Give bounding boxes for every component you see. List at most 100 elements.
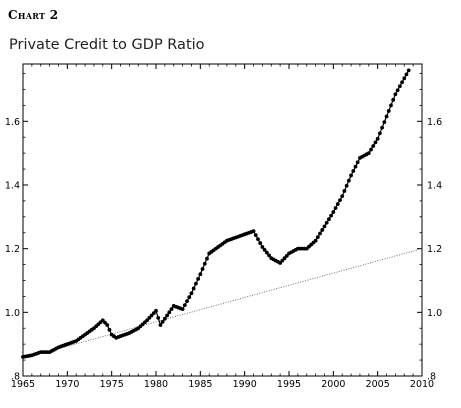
data-point	[196, 276, 201, 281]
data-point	[353, 164, 358, 169]
data-point	[282, 256, 287, 261]
data-point	[400, 80, 404, 85]
data-point	[404, 72, 409, 77]
x-tick-label: 1970	[55, 379, 79, 390]
x-tick-label: 1995	[277, 379, 301, 390]
data-point	[180, 307, 185, 312]
data-point	[338, 198, 342, 203]
x-tick-label: 2010	[410, 379, 434, 390]
data-point	[346, 178, 351, 183]
x-tick-label: 1980	[144, 379, 168, 390]
data-point	[322, 224, 327, 229]
data-point	[200, 267, 205, 271]
x-tick-label: 2000	[321, 379, 345, 390]
data-point	[340, 194, 345, 199]
data-point	[258, 241, 263, 245]
data-point	[320, 228, 325, 232]
data-point	[386, 109, 391, 113]
data-point	[189, 291, 194, 296]
y-tick-label-left: 1.2	[5, 244, 20, 255]
data-point	[191, 286, 196, 291]
y-tick-label-right: 1.4	[427, 180, 442, 191]
data-point	[377, 131, 382, 136]
data-point	[103, 320, 107, 325]
data-point	[187, 295, 192, 300]
data-point	[342, 189, 347, 193]
data-point	[344, 183, 349, 188]
data-point	[335, 202, 340, 206]
data-point	[264, 250, 269, 255]
plot-frame	[22, 63, 423, 377]
data-point	[198, 272, 203, 277]
data-point	[393, 92, 398, 97]
data-point	[145, 318, 150, 323]
data-point	[253, 233, 258, 238]
data-point	[369, 147, 373, 152]
y-tick-label-right: .8	[427, 372, 436, 383]
data-point	[100, 318, 105, 323]
data-point	[327, 217, 331, 222]
data-point	[382, 120, 387, 125]
data-point	[162, 316, 167, 321]
data-point	[147, 315, 152, 320]
data-point	[169, 307, 174, 312]
data-point	[355, 160, 360, 165]
data-point	[278, 261, 283, 265]
data-point	[149, 313, 154, 318]
data-point	[389, 103, 393, 108]
data-point	[256, 237, 260, 242]
data-point	[397, 84, 402, 89]
data-point	[107, 327, 112, 332]
chart-number-label: Chart 2	[8, 8, 59, 22]
data-point	[160, 319, 165, 324]
x-tick-label: 1985	[188, 379, 212, 390]
y-tick-label-right: 1.6	[427, 117, 442, 128]
data-point	[156, 315, 161, 320]
data-point	[406, 68, 411, 73]
data-point	[324, 220, 329, 225]
y-tick-label-left: 1.4	[5, 180, 20, 191]
chart-title: Private Credit to GDP Ratio	[9, 37, 205, 53]
data-point	[167, 310, 172, 315]
data-point	[284, 253, 289, 258]
data-point	[182, 303, 187, 308]
data-point	[333, 206, 338, 210]
data-point	[371, 144, 376, 148]
data-point	[151, 311, 156, 316]
x-tick-label: 1975	[100, 379, 124, 390]
series-line	[22, 70, 410, 358]
data-point	[194, 281, 198, 286]
data-point	[158, 323, 163, 327]
data-point	[185, 299, 189, 304]
data-point	[202, 261, 207, 266]
data-point	[262, 247, 267, 252]
data-point	[395, 88, 400, 93]
x-tick-label: 1990	[233, 379, 257, 390]
data-point	[154, 308, 158, 313]
data-point	[267, 253, 271, 258]
data-point	[351, 169, 356, 173]
x-tick-label: 2005	[366, 379, 390, 390]
data-point	[313, 238, 318, 243]
x-tick-label: 1965	[11, 379, 35, 390]
y-tick-label-left: 1.6	[5, 117, 20, 128]
data-point	[105, 323, 110, 327]
data-point	[251, 229, 256, 234]
data-point	[366, 151, 371, 156]
data-point	[205, 256, 209, 261]
y-tick-label-left: 1.0	[5, 308, 20, 319]
data-point	[391, 97, 396, 102]
y-tick-label-left: .8	[11, 372, 20, 383]
data-point	[373, 140, 378, 145]
data-point	[349, 173, 353, 178]
data-point	[315, 235, 320, 240]
y-tick-label-right: 1.2	[427, 244, 442, 255]
y-tick-label-right: 1.0	[427, 308, 442, 319]
data-point	[260, 245, 265, 249]
data-point	[165, 313, 169, 318]
data-point	[380, 125, 384, 130]
trend-line	[22, 248, 423, 359]
data-point	[318, 231, 322, 236]
data-point	[329, 213, 334, 218]
